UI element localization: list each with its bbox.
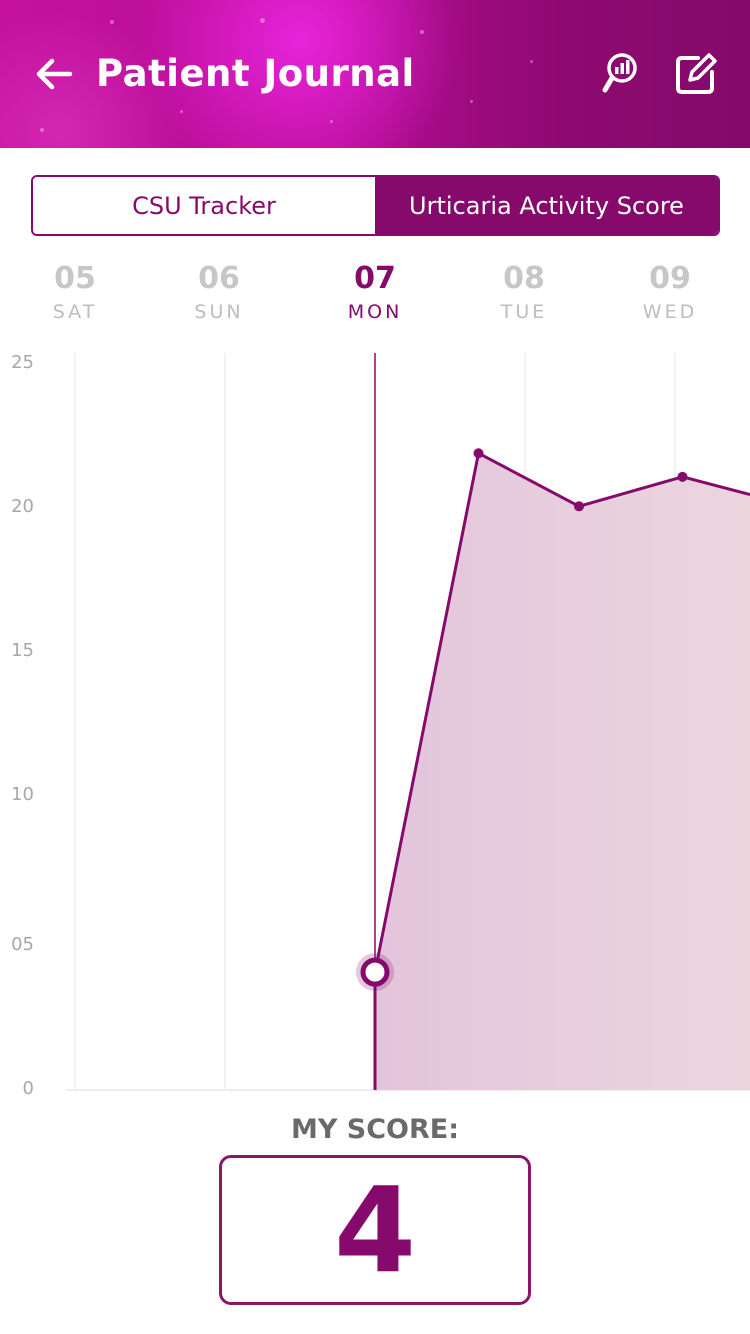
decorative-sparkle [110, 20, 114, 24]
my-score-label: MY SCORE: [290, 1114, 460, 1145]
arrow-left-icon[interactable] [32, 52, 76, 96]
selected-point-halo [356, 953, 394, 992]
decorative-sparkle [470, 100, 473, 103]
y-tick-label: 20 [11, 496, 34, 517]
chart-area-fill [375, 453, 750, 1090]
decorative-sparkle [40, 128, 44, 132]
day-item[interactable]: 05 SAT [20, 262, 130, 324]
selected-data-point [360, 957, 390, 987]
day-number: 06 [198, 261, 240, 296]
day-name: TUE [500, 301, 548, 323]
y-tick-label: 05 [11, 934, 34, 955]
app-header: Patient Journal [0, 0, 750, 148]
day-number: 09 [649, 261, 691, 296]
y-tick-label: 10 [11, 784, 34, 805]
day-number: 07 [354, 261, 396, 296]
day-item-selected[interactable]: 07 MON [320, 262, 430, 324]
data-point [677, 471, 688, 482]
my-score-box: 4 [219, 1155, 531, 1305]
decorative-sparkle [530, 60, 533, 63]
edit-icon[interactable] [672, 50, 720, 98]
my-score-value: 4 [333, 1161, 417, 1299]
tab-csu-tracker[interactable]: CSU Tracker [33, 177, 375, 234]
day-item[interactable]: 09 WED [615, 262, 725, 324]
data-point [574, 501, 584, 512]
decorative-sparkle [420, 30, 424, 34]
y-tick-label: 25 [11, 352, 34, 373]
day-name: MON [347, 301, 403, 323]
day-item[interactable]: 06 SUN [164, 262, 274, 324]
chart-search-icon[interactable] [598, 50, 646, 98]
tracker-tab-switcher: CSU Tracker Urticaria Activity Score [31, 175, 720, 236]
series-line [373, 451, 750, 1090]
data-point [473, 448, 484, 459]
page-title: Patient Journal [96, 52, 415, 95]
decorative-sparkle [180, 110, 183, 113]
day-number: 08 [503, 261, 545, 296]
day-name: SUN [194, 301, 244, 323]
y-tick-label: 15 [11, 640, 34, 661]
tab-urticaria-activity-score[interactable]: Urticaria Activity Score [375, 177, 718, 234]
day-name: WED [642, 301, 698, 323]
day-number: 05 [54, 261, 96, 296]
decorative-sparkle [260, 18, 265, 23]
day-item[interactable]: 08 TUE [469, 262, 579, 324]
day-name: SAT [52, 301, 98, 323]
y-tick-label: 0 [22, 1078, 34, 1099]
decorative-sparkle [330, 120, 333, 123]
